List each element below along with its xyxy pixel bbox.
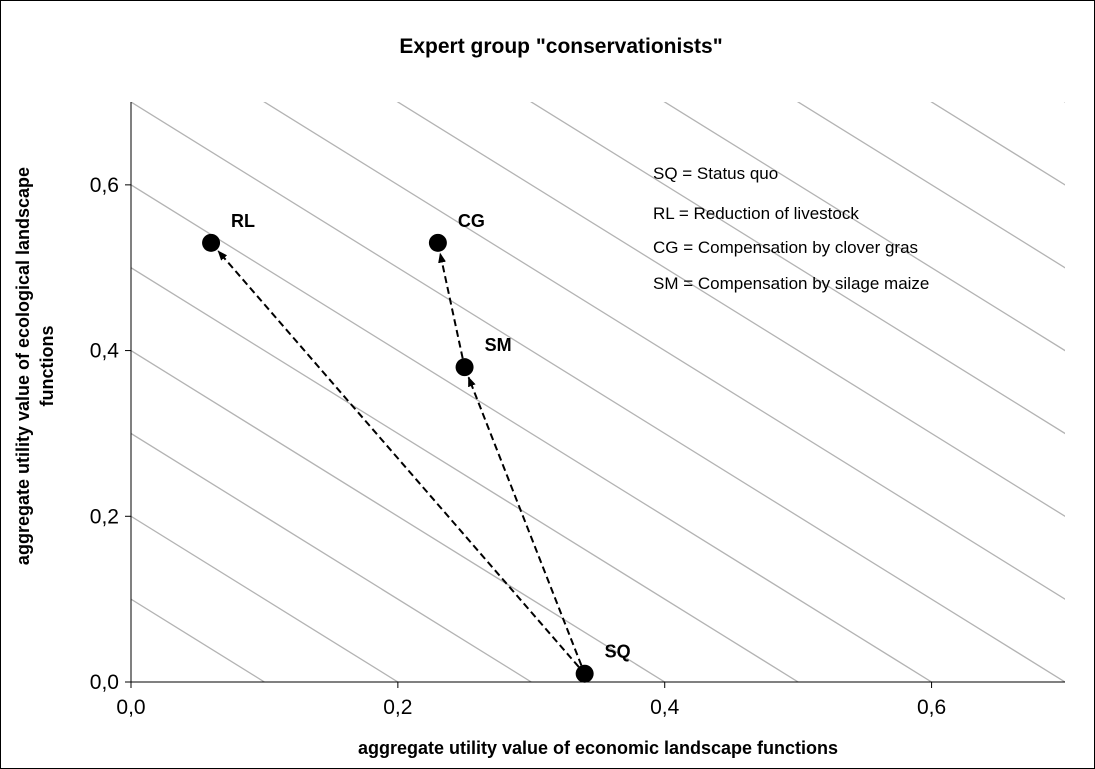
x-tick-label: 0,0 bbox=[116, 696, 145, 719]
iso-line bbox=[131, 432, 532, 682]
point-label-cg: CG bbox=[458, 211, 485, 231]
point-sq bbox=[575, 664, 594, 683]
transition-arrows bbox=[217, 250, 583, 668]
legend: SQ = Status quo RL = Reduction of livest… bbox=[653, 164, 929, 293]
iso-line bbox=[263, 102, 1065, 600]
y-tick-label: 0,4 bbox=[90, 340, 120, 363]
x-axis-title: aggregate utility value of economic land… bbox=[358, 738, 838, 758]
x-tick-label: 0,4 bbox=[650, 696, 680, 719]
iso-line bbox=[796, 102, 1065, 269]
legend-entry-rl: RL = Reduction of livestock bbox=[653, 204, 859, 223]
y-tick-label: 0,6 bbox=[90, 174, 119, 197]
iso-line bbox=[930, 102, 1065, 186]
point-rl bbox=[202, 233, 221, 252]
y-axis-title-line2: functions bbox=[37, 326, 57, 407]
legend-entry-cg: CG = Compensation by clover gras bbox=[653, 238, 918, 257]
legend-entry-sq: SQ = Status quo bbox=[653, 164, 778, 183]
axis-ticks: 0,00,0 0,2 0,2 0,4 0,4 0,6 0,6 bbox=[90, 174, 946, 719]
x-tick-label: 0,2 bbox=[383, 696, 412, 719]
iso-line bbox=[530, 102, 1065, 435]
iso-line bbox=[131, 102, 1065, 682]
scenario-points: SQ RL CG SM bbox=[202, 211, 631, 683]
iso-line bbox=[663, 102, 1065, 352]
point-label-sm: SM bbox=[485, 335, 512, 355]
iso-line bbox=[131, 184, 932, 682]
y-axis-title-line1: aggregate utility value of ecological la… bbox=[13, 167, 33, 565]
chart-title: Expert group "conservationists" bbox=[399, 35, 722, 58]
arrow-sm-to-cg bbox=[438, 252, 464, 359]
iso-line bbox=[396, 102, 1065, 518]
iso-line bbox=[131, 598, 265, 682]
point-sm bbox=[455, 358, 474, 377]
arrow-sq-to-rl bbox=[217, 250, 580, 668]
x-tick-label: 0,6 bbox=[917, 696, 946, 719]
iso-line bbox=[1063, 102, 1065, 103]
y-tick-label: 0,0 bbox=[90, 671, 119, 694]
iso-line bbox=[131, 350, 666, 682]
iso-line bbox=[131, 515, 399, 682]
iso-utility-lines bbox=[131, 102, 1065, 682]
point-cg bbox=[428, 233, 447, 252]
point-label-rl: RL bbox=[231, 211, 255, 231]
iso-line bbox=[131, 267, 799, 682]
legend-entry-sm: SM = Compensation by silage maize bbox=[653, 274, 929, 293]
y-tick-label: 0,2 bbox=[90, 505, 119, 528]
arrow-sq-to-sm bbox=[467, 376, 583, 666]
point-label-sq: SQ bbox=[605, 642, 631, 662]
